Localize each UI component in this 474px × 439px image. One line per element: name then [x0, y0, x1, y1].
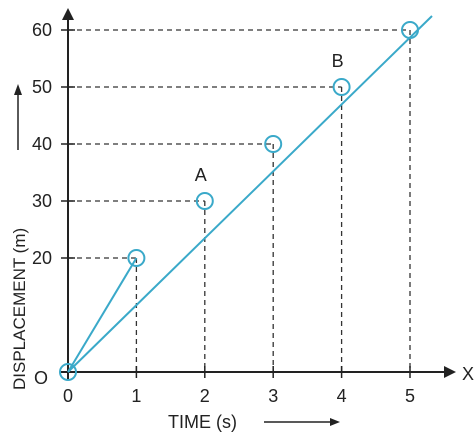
x-axis-title: TIME (s)	[168, 412, 237, 432]
series-displacement	[67, 15, 433, 373]
x-tick-label-3: 3	[268, 386, 278, 406]
y-tick-label-40: 40	[32, 134, 52, 154]
x-tick-label-2: 2	[200, 386, 210, 406]
x-title-arrowhead	[330, 418, 340, 426]
data-point-3	[264, 135, 283, 153]
data-point-2	[195, 192, 214, 210]
data-point-1	[127, 249, 146, 267]
y-tick-label-30: 30	[32, 191, 52, 211]
dashed-guide-lines	[68, 29, 411, 372]
x-axis-arrowhead	[444, 366, 456, 378]
y-tick-labels: 20 30 40 50 60	[32, 20, 75, 268]
y-tick-label-50: 50	[32, 77, 52, 97]
origin-label: O	[34, 368, 48, 388]
y-tick-label-20: 20	[32, 248, 52, 268]
y-tick-label-60: 60	[32, 20, 52, 40]
series-line	[67, 15, 433, 373]
x-tick-label-0: 0	[63, 386, 73, 406]
data-point-markers	[59, 21, 419, 381]
point-labels: AB	[195, 51, 344, 185]
point-label-A: A	[195, 165, 207, 185]
series-segment-0	[67, 257, 138, 373]
y-axis-title: DISPLACEMENT (m)	[10, 228, 29, 390]
x-axis-end-label: X	[462, 364, 474, 384]
point-label-B: B	[332, 51, 344, 71]
data-point-5	[401, 21, 419, 39]
x-tick-label-5: 5	[405, 386, 415, 406]
x-tick-labels: 0 1 2 3 4 5	[63, 366, 415, 406]
data-point-0	[59, 363, 77, 381]
y-axis-arrowhead	[62, 8, 74, 20]
data-point-4	[332, 78, 351, 96]
x-tick-label-1: 1	[131, 386, 141, 406]
y-title-arrowhead	[14, 84, 22, 95]
x-tick-label-4: 4	[337, 386, 347, 406]
